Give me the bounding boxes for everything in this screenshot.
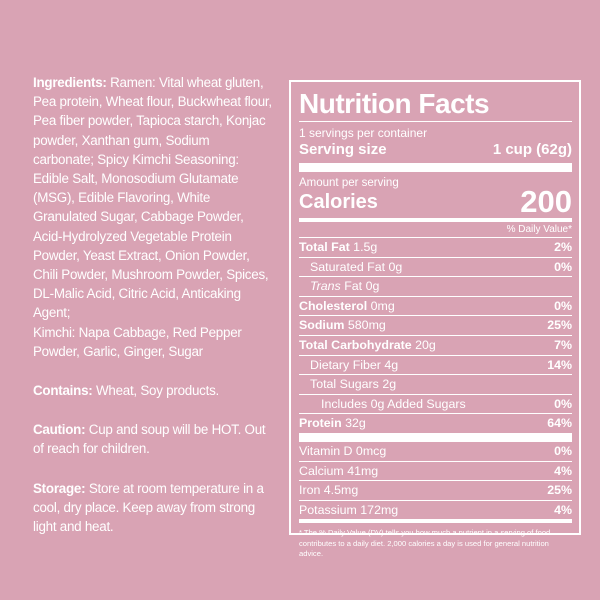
nutrient-dv: 0%: [554, 259, 572, 274]
contains-text: Wheat, Soy products.: [95, 383, 219, 399]
daily-value-header: % Daily Value*: [506, 224, 572, 235]
vitamin-label: Potassium 172mg: [299, 502, 399, 517]
storage-label: Storage:: [33, 480, 86, 496]
nutrient-row-saturated-fat: Saturated Fat 0g 0%: [299, 256, 572, 277]
amount-per-serving: Amount per serving: [299, 177, 399, 189]
vitamin-label: Calcium 41mg: [299, 463, 379, 478]
nutrient-row-protein: Protein 32g 64%: [299, 413, 572, 433]
ingredients-kimchi-text: Kimchi: Napa Cabbage, Red Pepper Powder,…: [33, 324, 242, 359]
contains-label: Contains:: [33, 383, 93, 399]
storage-paragraph: Storage: Store at room temperature in a …: [33, 479, 273, 537]
vitamin-label: Vitamin D 0mcg: [299, 443, 387, 458]
nutrient-amount: Fat 0g: [344, 279, 380, 294]
storage-text: Store at room temperature in a cool, dry…: [33, 480, 264, 535]
nutrient-row-sodium: Sodium 580mg 25%: [299, 315, 572, 335]
ingredients-ramen-text: Ramen: Vital wheat gluten, Pea protein, …: [33, 75, 272, 321]
vitamin-row-iron: Iron 4.5mg 25%: [299, 480, 572, 500]
calories-row: Calories 200: [299, 184, 572, 219]
nutrient-label: Trans: [310, 279, 341, 294]
nutrient-amount: 1.5g: [353, 240, 378, 254]
nutrient-label: Total Fat: [299, 240, 350, 254]
nutrient-label: Total Carbohydrate: [299, 337, 412, 352]
nutrient-amount: 0g: [388, 259, 403, 274]
nutrient-row-trans-fat: Trans Fat 0g: [299, 276, 572, 296]
nutrition-facts-panel: Nutrition Facts 1 servings per container…: [289, 80, 581, 558]
caution-label: Caution:: [33, 422, 86, 438]
ingredients-label: Ingredients:: [33, 75, 107, 90]
nutrient-dv: 14%: [547, 357, 572, 372]
calories-label: Calories: [299, 191, 378, 213]
nutrient-dv: 25%: [547, 318, 572, 333]
vitamin-row-calcium: Calcium 41mg 4%: [299, 460, 572, 481]
vitamin-row-vitamin-d: Vitamin D 0mcg 0%: [299, 442, 572, 461]
nutrient-label: Includes 0g Added Sugars: [321, 396, 466, 411]
vitamin-row-potassium: Potassium 172mg 4%: [299, 499, 572, 520]
nutrient-row-dietary-fiber: Dietary Fiber 4g 14%: [299, 354, 572, 375]
vitamin-dv: 4%: [554, 463, 572, 478]
nutrient-amount: 4g: [384, 357, 399, 372]
caution-text: Cup and soup will be HOT. Out of reach f…: [33, 422, 266, 457]
vitamin-dv: 4%: [554, 502, 572, 517]
serving-size-label: Serving size: [299, 141, 387, 158]
serving-size-row: Serving size 1 cup (62g): [299, 140, 572, 160]
nutrient-label: Saturated Fat: [310, 259, 386, 274]
ingredients-column: Ingredients: Ramen: Vital wheat gluten, …: [33, 73, 273, 536]
nutrient-label: Sodium: [299, 318, 345, 333]
nutrient-label: Cholesterol: [299, 298, 368, 313]
nutrient-row-total-sugars: Total Sugars 2g: [299, 374, 572, 394]
serving-size-value: 1 cup (62g): [492, 141, 572, 158]
nutrient-amount: 32g: [345, 416, 366, 431]
servings-per-container: 1 servings per container: [299, 126, 428, 140]
nutrient-amount: 20g: [415, 337, 436, 352]
nutrition-facts-title: Nutrition Facts: [299, 88, 490, 119]
nutrient-label: Protein: [299, 416, 342, 431]
nutrient-amount: 580mg: [347, 318, 386, 333]
ingredients-paragraph: Ingredients: Ramen: Vital wheat gluten, …: [33, 73, 273, 323]
caution-paragraph: Caution: Cup and soup will be HOT. Out o…: [33, 420, 273, 458]
nutrient-dv: 0%: [554, 396, 572, 411]
nutrient-amount: 2g: [382, 377, 397, 392]
nutrient-dv: 0%: [554, 298, 572, 313]
nutrient-row-total-carbohydrate: Total Carbohydrate 20g 7%: [299, 334, 572, 355]
nutrient-label: Total Sugars: [310, 377, 379, 392]
contains-paragraph: Contains: Wheat, Soy products.: [33, 381, 273, 400]
nutrient-row-total-fat: Total Fat 1.5g 2%: [299, 237, 572, 257]
nutrient-dv: 64%: [547, 416, 572, 431]
vitamin-dv: 25%: [547, 483, 572, 498]
nutrient-dv: 7%: [554, 337, 572, 352]
vitamin-label: Iron 4.5mg: [299, 483, 359, 498]
nutrient-label: Dietary Fiber: [310, 357, 381, 372]
nutrient-row-cholesterol: Cholesterol 0mg 0%: [299, 295, 572, 316]
nutrient-amount: 0mg: [370, 298, 395, 313]
daily-value-footnote: * The % Daily Value (DV) tells you how m…: [299, 528, 551, 559]
calories-value: 200: [520, 184, 572, 219]
vitamin-dv: 0%: [554, 443, 572, 458]
nutrient-dv: 2%: [554, 240, 572, 254]
nutrient-row-added-sugars: Includes 0g Added Sugars 0%: [299, 393, 572, 414]
